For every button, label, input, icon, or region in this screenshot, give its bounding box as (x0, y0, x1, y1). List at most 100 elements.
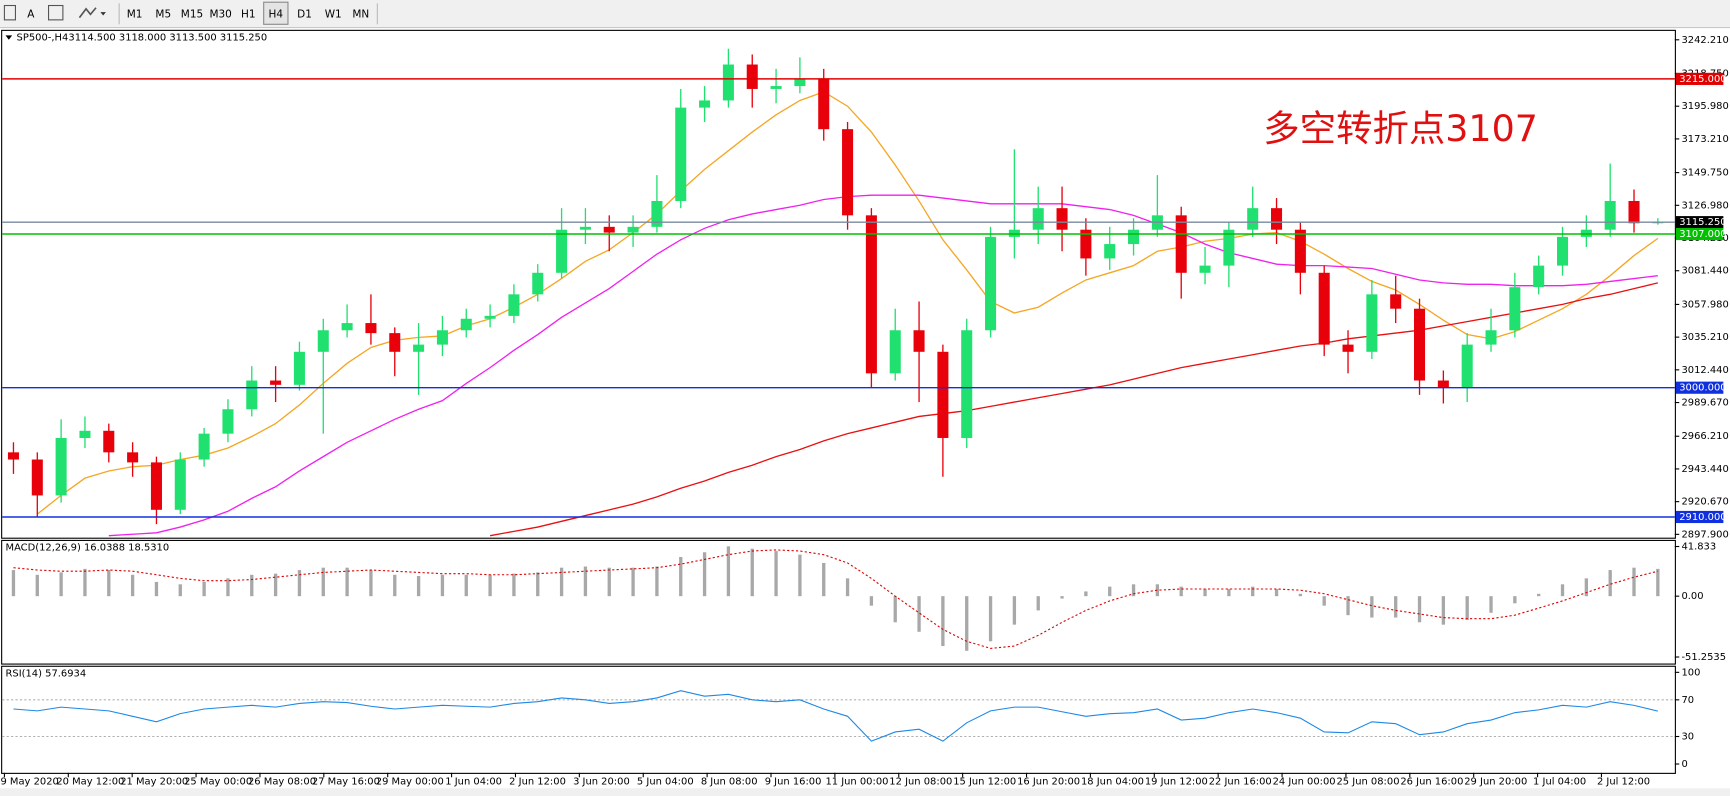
x-tick-label: 22 Jun 16:00 (1209, 777, 1272, 788)
x-tick-label: 29 Jun 20:00 (1464, 777, 1527, 788)
level-tag (1675, 72, 1724, 85)
moving-average (36, 91, 1659, 515)
timeframe-button[interactable]: MN (352, 8, 369, 20)
timeframe-button[interactable]: M1 (127, 8, 143, 20)
candle-body (127, 452, 139, 463)
candle-body (794, 78, 806, 87)
x-tick-label: 3 Jun 20:00 (573, 777, 630, 788)
candle-body (1628, 200, 1640, 224)
candle-body (1580, 229, 1592, 237)
candle-body (675, 107, 687, 201)
macd-tick-label: -51.2535 (1681, 652, 1726, 663)
level-label: 2910.000 (1679, 512, 1726, 523)
rsi-tick-label: 100 (1681, 667, 1700, 678)
macd-bar (607, 567, 611, 597)
candle-body (1175, 215, 1187, 273)
level-label: 3215.000 (1679, 74, 1726, 85)
macd-bar (1131, 584, 1136, 597)
candle-body (603, 226, 615, 233)
macd-bar (1108, 586, 1112, 597)
macd-bar (1012, 596, 1017, 625)
candle-body (1509, 287, 1521, 331)
moving-average (489, 282, 1658, 537)
x-tick-label: 18 Jun 04:00 (1081, 777, 1144, 788)
x-tick-label: 12 Jun 08:00 (889, 777, 952, 788)
x-tick-label: 1 Jul 04:00 (1533, 777, 1586, 788)
macd-bar (83, 568, 87, 597)
timeframe-button[interactable]: W1 (325, 8, 342, 20)
panel-arrow (5, 35, 13, 40)
macd-bar (1155, 584, 1160, 597)
macd-tick-label: 41.833 (1681, 542, 1716, 553)
macd-bar (226, 578, 230, 597)
candle-body (1032, 208, 1044, 230)
rsi-panel (1, 665, 1676, 774)
symbol-title: SP500-,H4 (17, 33, 69, 44)
candle-body (865, 215, 877, 374)
level-label: 3115.250 (1679, 217, 1726, 228)
timeframe-button[interactable]: D1 (297, 8, 312, 20)
crosshair-icon[interactable] (3, 4, 16, 21)
candle-body (699, 100, 711, 108)
candle-body (7, 452, 19, 460)
candle-body (508, 294, 520, 316)
candle-body (1080, 229, 1092, 259)
candle-body (985, 236, 997, 331)
x-tick-label: 27 May 16:00 (312, 777, 380, 788)
macd-bar (321, 567, 325, 597)
timeframe-button[interactable]: H4 (269, 8, 284, 20)
level-tag (1675, 381, 1724, 394)
x-tick-label: 11 Jun 00:00 (825, 777, 888, 788)
candle-body (722, 64, 734, 101)
candle-body (1008, 229, 1020, 237)
macd-bar (941, 596, 945, 647)
macd-bar (965, 596, 969, 651)
selected-timeframe (263, 1, 289, 25)
candle-body (1223, 229, 1235, 266)
candle-body (365, 323, 377, 334)
candle-body (413, 344, 425, 352)
macd-bar (154, 581, 159, 597)
macd-bar (178, 584, 182, 597)
x-tick-label: 19 May 2020 (0, 777, 59, 788)
x-tick-label: 26 Jun 16:00 (1400, 777, 1463, 788)
level-tag (1675, 216, 1724, 229)
y-tick-label: 3081.440 (1681, 266, 1728, 277)
macd-bar (1370, 596, 1374, 618)
candle-body (627, 226, 639, 233)
macd-bar (1513, 596, 1517, 604)
quote-header: 3114.500 3118.000 3113.500 3115.250 (68, 33, 267, 44)
macd-bar (679, 556, 683, 597)
text-label-icon[interactable] (47, 4, 64, 21)
x-tick-label: 1 Jun 04:00 (445, 777, 502, 788)
candle-body (1247, 208, 1259, 230)
timeframe-button[interactable]: M30 (209, 8, 231, 20)
candle-body (913, 330, 925, 352)
candle-body (293, 351, 305, 385)
candle-body (937, 351, 949, 438)
timeframe-button[interactable]: H1 (241, 8, 256, 20)
x-tick-label: 5 Jun 04:00 (637, 777, 694, 788)
dropdown-arrow[interactable] (100, 12, 106, 16)
timeframe-button[interactable]: M5 (155, 8, 171, 20)
macd-bar (1298, 593, 1303, 597)
x-tick-label: 8 Jun 08:00 (701, 777, 758, 788)
macd-bar (1489, 596, 1493, 613)
candle-body (961, 330, 973, 438)
objects-icon[interactable] (78, 7, 97, 19)
macd-bar (798, 554, 802, 597)
timeframe-button[interactable]: M15 (181, 8, 203, 20)
candle-body (818, 78, 830, 130)
candle-body (1104, 244, 1116, 259)
macd-bar (774, 551, 778, 597)
macd-bar (1274, 589, 1279, 597)
x-tick-label: 2 Jul 12:00 (1597, 777, 1650, 788)
timeframe-button[interactable]: A (27, 8, 35, 20)
macd-bar (917, 596, 921, 632)
price-panel (1, 29, 1676, 539)
macd-bar (369, 570, 373, 597)
y-tick-label: 3173.210 (1681, 134, 1728, 145)
macd-bar (726, 546, 731, 597)
x-tick-label: 26 May 08:00 (248, 777, 316, 788)
macd-bar (250, 574, 254, 597)
